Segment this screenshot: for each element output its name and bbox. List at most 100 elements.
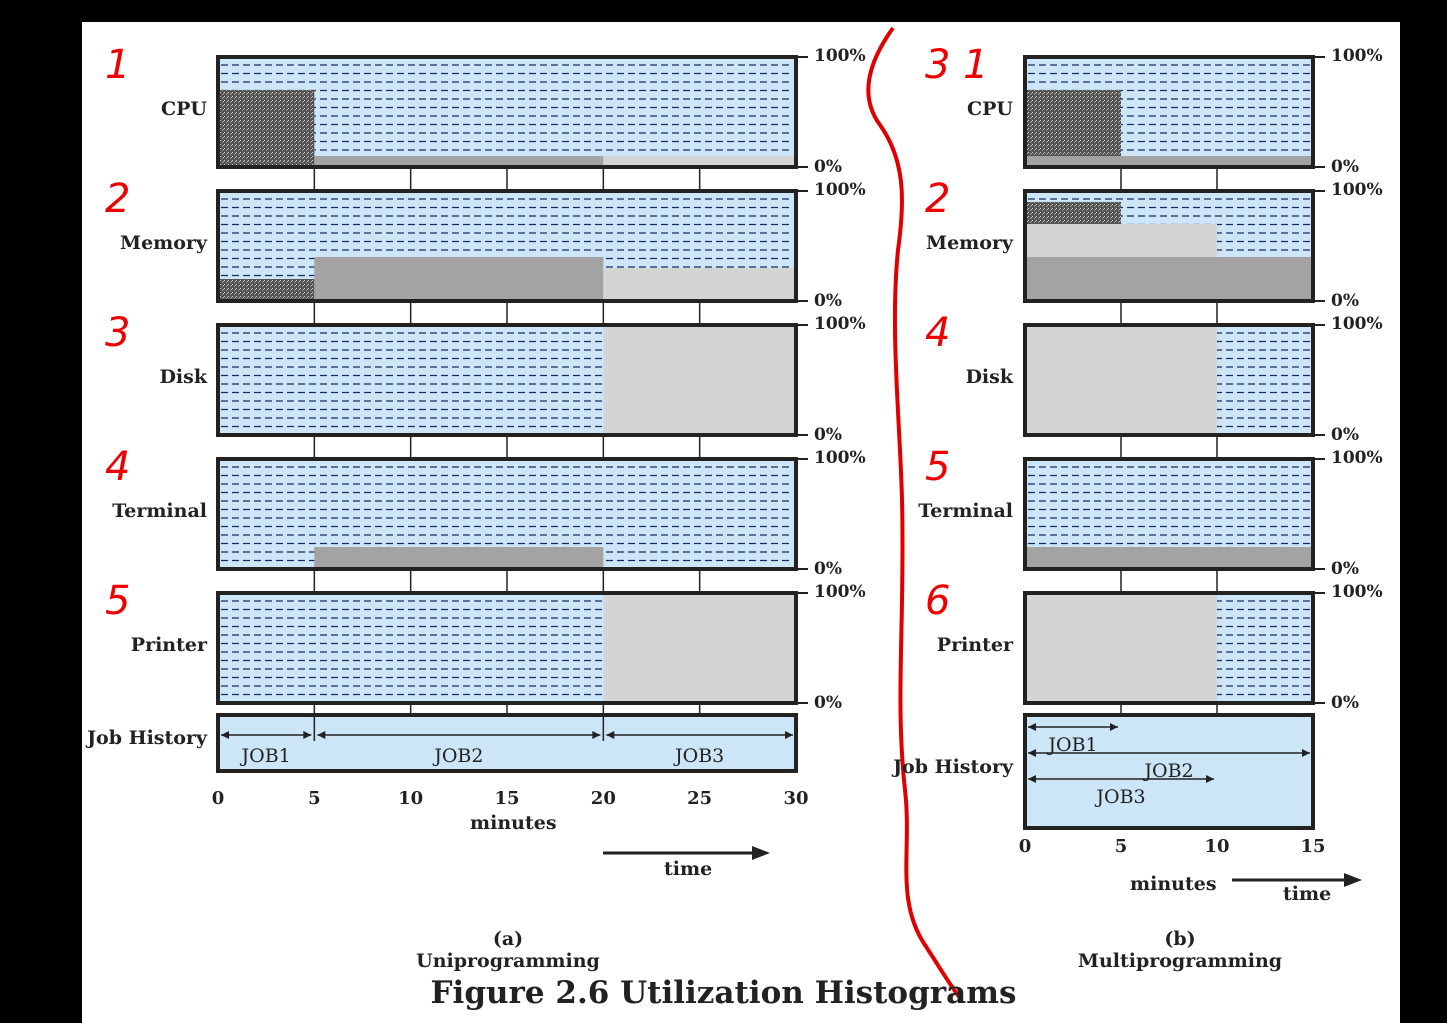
- panel-a-pct-100: 100%: [814, 582, 866, 602]
- panel-a-pct-0: 0%: [814, 425, 842, 445]
- bar-job2-memory: [1025, 257, 1313, 301]
- panel-a-row-label-terminal: Terminal: [112, 500, 207, 522]
- bar-job1-memory: [1025, 202, 1121, 224]
- time-arrow-head: [1344, 873, 1362, 887]
- panel-b-time-label: time: [1283, 883, 1332, 905]
- panel-a-row-label-memory: Memory: [120, 232, 207, 254]
- arrow-head-left: [606, 731, 615, 739]
- bar-job3-cpu: [603, 156, 796, 167]
- bar-job1-cpu: [218, 90, 315, 167]
- panel-b-job-history: [1023, 713, 1315, 830]
- bar-job2-terminal: [314, 547, 604, 569]
- panel-b-disk-histogram: [1023, 323, 1325, 457]
- panel-a-disk-histogram: [216, 323, 808, 457]
- histogram-frame: [1023, 591, 1315, 705]
- panel-b-x-tick-label: 15: [1300, 836, 1326, 857]
- arrow-head-right: [785, 731, 793, 739]
- panel-a-job-label-job1: JOB1: [241, 745, 291, 767]
- panel-a-x-tick-label: 5: [308, 788, 321, 809]
- panel-b-x-tick-label: 10: [1204, 836, 1230, 857]
- panel-a-row-label-disk: Disk: [159, 366, 207, 388]
- bar-job3-printer: [1025, 593, 1217, 703]
- panel-b-row-label-terminal: Terminal: [918, 500, 1013, 522]
- panel-a-x-tick-label: 0: [211, 788, 225, 809]
- panel-b-pct-0: 0%: [1331, 559, 1359, 579]
- arrow-head-left: [317, 731, 326, 739]
- annotation-number: 5: [105, 578, 131, 624]
- arrow-head-left: [221, 731, 229, 739]
- arrow-head-right: [592, 731, 601, 739]
- annotation-number: 1: [105, 42, 131, 88]
- panel-a-caption: (a) Uniprogramming: [416, 928, 600, 972]
- panel-a-pct-100: 100%: [814, 180, 866, 200]
- panel-b-row-label-cpu: CPU: [967, 98, 1013, 120]
- panel-a-printer-histogram: [216, 591, 808, 725]
- panel-b-pct-100: 100%: [1331, 46, 1383, 66]
- panel-a-row-label-cpu: CPU: [161, 98, 207, 120]
- panel-b-pct-100: 100%: [1331, 582, 1383, 602]
- time-arrow-head: [752, 846, 770, 860]
- bar-job2-memory: [314, 257, 604, 301]
- panel-a-cpu-histogram: [216, 55, 808, 189]
- annotation-number: 3 1: [925, 42, 989, 88]
- arrow-head-left: [1028, 723, 1036, 731]
- figure-title: Figure 2.6 Utilization Histograms: [430, 975, 1017, 1011]
- histogram-frame: [1023, 55, 1315, 169]
- arrow-head-left: [1028, 749, 1036, 757]
- panel-b-minutes-label: minutes: [1130, 873, 1217, 895]
- bar-job1-memory: [218, 279, 315, 301]
- panel-a-x-tick-label: 30: [783, 788, 809, 809]
- panel-b-job-label-job2: JOB2: [1144, 760, 1194, 782]
- panel-a-memory-histogram: [216, 189, 808, 323]
- annotation-number: 5: [925, 444, 951, 490]
- arrow-head-left: [1028, 775, 1036, 783]
- bar-job2-cpu: [1025, 156, 1313, 167]
- arrow-head-right: [1206, 775, 1214, 783]
- panel-a-pct-100: 100%: [814, 46, 866, 66]
- panel-b-x-tick-label: 5: [1114, 836, 1128, 857]
- annotation-number: 4: [105, 444, 131, 490]
- panel-b-pct-100: 100%: [1331, 448, 1383, 468]
- panel-a-pct-0: 0%: [814, 693, 842, 713]
- bar-job3-memory: [1025, 224, 1217, 257]
- panel-b-terminal-histogram: [1023, 457, 1325, 591]
- annotation-number: 2: [925, 176, 951, 222]
- panel-a-pct-0: 0%: [814, 291, 842, 311]
- arrow-head-right: [1302, 749, 1310, 757]
- bar-job2-cpu: [314, 156, 604, 167]
- panel-a-pct-0: 0%: [814, 559, 842, 579]
- panel-a-pct-0: 0%: [814, 157, 842, 177]
- panel-b-row-label-disk: Disk: [965, 366, 1013, 388]
- histogram-frame: [1023, 457, 1315, 571]
- panel-a-time-label: time: [664, 858, 713, 880]
- panel-a-row-label-printer: Printer: [130, 634, 207, 656]
- histogram-frame: [1023, 323, 1315, 437]
- panel-b-pct-100: 100%: [1331, 314, 1383, 334]
- panel-b-job-history-label: Job History: [893, 755, 1013, 778]
- panel-a-terminal-histogram: [216, 457, 808, 591]
- annotation-number: 3: [105, 310, 131, 356]
- panel-b-memory-histogram: [1023, 189, 1325, 323]
- panel-a-job-history-label: Job History: [87, 727, 207, 749]
- panel-b-cpu-histogram: [1023, 55, 1325, 189]
- bar-job3-memory: [603, 268, 796, 301]
- annotation-number: 6: [925, 578, 951, 624]
- panel-b-pct-0: 0%: [1331, 157, 1359, 177]
- job-history-box: [1023, 713, 1315, 830]
- panel-b-job-label-job1: JOB1: [1048, 734, 1098, 756]
- panel-b-caption: (b) Multiprogramming: [1077, 928, 1283, 972]
- red-divider-annotation: [866, 26, 962, 1000]
- panel-a-x-tick-label: 15: [494, 788, 520, 809]
- arrow-head-right: [303, 731, 312, 739]
- panel-b-pct-0: 0%: [1331, 425, 1359, 445]
- histogram-frame: [1023, 189, 1315, 303]
- panel-b-row-label-printer: Printer: [936, 634, 1013, 656]
- panel-a-pct-100: 100%: [814, 314, 866, 334]
- annotation-number: 2: [105, 176, 131, 222]
- arrow-head-right: [1110, 723, 1118, 731]
- panel-a-x-tick-label: 25: [687, 788, 713, 809]
- bar-job3-disk: [603, 325, 796, 435]
- panel-b-pct-100: 100%: [1331, 180, 1383, 200]
- panel-b-pct-0: 0%: [1331, 291, 1359, 311]
